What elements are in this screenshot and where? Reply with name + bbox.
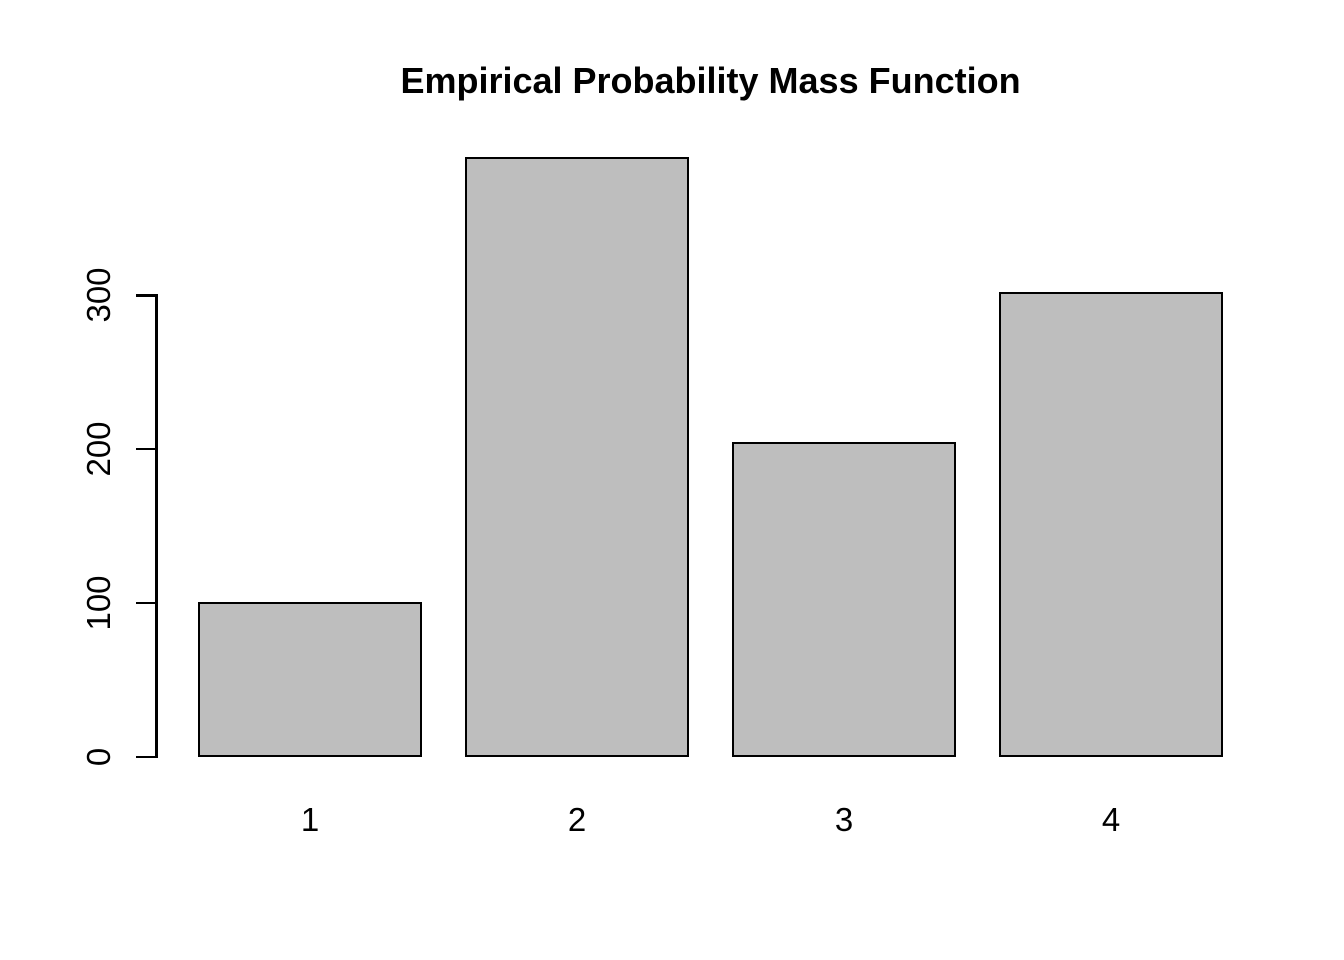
y-axis-tick — [136, 601, 155, 605]
y-axis-tick-label: 100 — [80, 575, 117, 631]
bar — [198, 601, 422, 757]
x-axis-label: 2 — [567, 801, 587, 838]
y-axis-tick-label: 300 — [80, 267, 117, 323]
y-axis-tick-label: 0 — [80, 747, 117, 767]
x-axis-label: 1 — [300, 801, 320, 838]
chart-title: Empirical Probability Mass Function — [400, 60, 1021, 101]
y-axis-tick-label: 200 — [80, 421, 117, 477]
bar — [999, 292, 1223, 757]
y-axis-tick — [136, 294, 155, 297]
x-axis-label: 4 — [1101, 801, 1121, 838]
y-axis-line — [155, 294, 158, 759]
bar — [732, 441, 956, 757]
y-axis-tick — [136, 755, 155, 759]
y-axis-tick — [136, 447, 155, 451]
x-axis-label: 3 — [834, 801, 854, 838]
bar — [465, 156, 689, 757]
